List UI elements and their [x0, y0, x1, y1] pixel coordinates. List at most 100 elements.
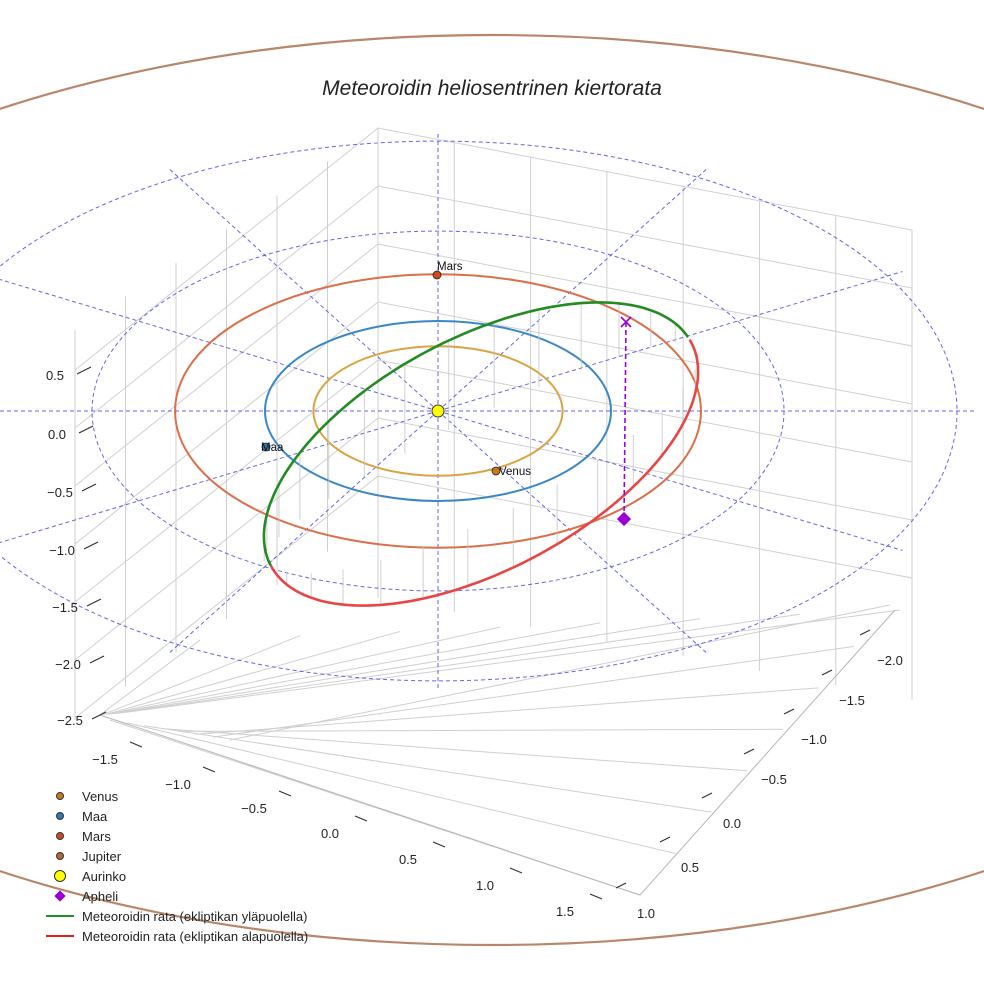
red-line-icon	[46, 935, 74, 937]
ecliptic-spoke	[437, 169, 707, 412]
grid-line	[117, 613, 801, 714]
mars-label: Mars	[437, 261, 463, 273]
y-tick-mark	[743, 748, 755, 755]
legend-item-jupiter: Jupiter	[40, 846, 308, 866]
grid-line	[74, 185, 913, 429]
venus-marker-icon	[56, 792, 64, 800]
grid-line	[144, 725, 712, 813]
meteoroid-orbit-below	[269, 338, 700, 607]
x-tick-mark	[278, 790, 292, 797]
aphelion-marker	[616, 511, 632, 527]
grid-line	[161, 728, 748, 772]
x-tick-label: 1.5	[556, 904, 574, 919]
meteoroid-orbit-above	[262, 301, 690, 567]
maa-label: Maa	[261, 442, 284, 454]
x-tick-label: 1.0	[476, 878, 494, 893]
legend-item-venus: Venus	[40, 786, 308, 806]
z-tick-label: −2.0	[55, 657, 81, 672]
legend-label: Venus	[82, 788, 119, 804]
z-tick-label: 0.0	[48, 427, 66, 442]
legend-label: Meteoroidin rata (ekliptikan yläpuolella…	[82, 908, 308, 924]
z-tick-mark	[81, 483, 97, 492]
grid-line	[74, 475, 913, 719]
grid-line	[105, 630, 401, 715]
legend: Venus Maa Mars Jupiter Aurinko Apheli Me…	[40, 786, 308, 946]
y-tick-label: 1.0	[637, 906, 655, 921]
axis-edge	[99, 609, 896, 896]
legend-label: Jupiter	[82, 848, 122, 864]
z-tick-label: 0.5	[46, 368, 64, 383]
y-tick-mark	[701, 792, 713, 799]
legend-item-apheli: Apheli	[40, 886, 308, 906]
grid-line	[99, 639, 201, 716]
x-tick-label: −1.0	[165, 777, 191, 792]
grid-line	[119, 609, 901, 714]
ecliptic-spoke	[0, 278, 439, 412]
y-tick-label: 0.0	[723, 816, 741, 831]
z-tick-label: −0.5	[47, 485, 73, 500]
z-tick-mark	[86, 598, 102, 607]
grid-line	[74, 417, 913, 661]
legend-label: Maa	[82, 808, 108, 824]
grid-line	[229, 604, 891, 741]
sun-marker	[431, 404, 445, 418]
grid-line	[178, 728, 783, 732]
z-tick-mark	[76, 366, 92, 375]
ecliptic-spoke	[0, 410, 439, 544]
grid-line	[74, 359, 913, 603]
jupiter-orbit	[0, 34, 984, 946]
x-tick-label: −0.5	[241, 801, 267, 816]
ecliptic-spoke	[169, 169, 439, 412]
x-tick-label: 0.5	[399, 852, 417, 867]
grid-line	[111, 622, 601, 715]
legend-label: Aurinko	[82, 868, 127, 884]
z-tick-label: −1.5	[52, 600, 78, 615]
y-tick-mark	[821, 669, 833, 676]
legend-label: Apheli	[82, 888, 119, 904]
x-tick-mark	[509, 867, 523, 874]
maa-orbit	[264, 320, 612, 502]
grid-line	[74, 301, 913, 545]
y-tick-label: −2.0	[877, 653, 903, 668]
aphelion-x-marker	[620, 316, 632, 328]
grid-line	[195, 687, 819, 735]
y-tick-mark	[659, 836, 671, 843]
x-tick-mark	[589, 893, 603, 900]
z-tick-mark	[78, 425, 94, 434]
y-tick-mark	[615, 882, 627, 889]
grid-line	[102, 635, 301, 716]
grid-line	[114, 618, 701, 715]
x-tick-mark	[432, 841, 446, 848]
grid-line	[127, 722, 676, 855]
ecliptic-spoke	[437, 410, 903, 551]
ecliptic-spoke	[437, 410, 707, 653]
y-tick-label: 0.5	[681, 860, 699, 875]
green-line-icon	[46, 915, 74, 917]
legend-item-mars: Mars	[40, 826, 308, 846]
z-tick-mark	[89, 655, 105, 664]
z-tick-label: −1.0	[49, 543, 75, 558]
x-tick-mark	[354, 815, 368, 822]
aphelion-projection	[623, 321, 627, 520]
y-tick-mark	[859, 629, 871, 636]
x-tick-label: 0.0	[321, 826, 339, 841]
x-tick-mark	[129, 741, 143, 748]
legend-item-meteoroid-below: Meteoroidin rata (ekliptikan alapuolella…	[40, 926, 308, 946]
x-tick-mark	[202, 766, 216, 773]
maa-marker	[261, 442, 271, 452]
z-tick-label: −2.5	[57, 713, 83, 728]
y-tick-mark	[783, 708, 795, 715]
mars-marker-icon	[56, 832, 64, 840]
jupiter-marker-icon	[56, 852, 64, 860]
x-tick-label: −1.5	[92, 752, 118, 767]
legend-label: Mars	[82, 828, 111, 844]
grid-line	[108, 626, 501, 715]
legend-item-aurinko: Aurinko	[40, 866, 308, 886]
legend-label: Meteoroidin rata (ekliptikan alapuolella…	[82, 928, 309, 944]
venus-marker	[491, 466, 501, 476]
aphelion-marker-icon	[54, 890, 66, 902]
earth-marker-icon	[56, 812, 64, 820]
y-tick-label: −1.5	[839, 693, 865, 708]
